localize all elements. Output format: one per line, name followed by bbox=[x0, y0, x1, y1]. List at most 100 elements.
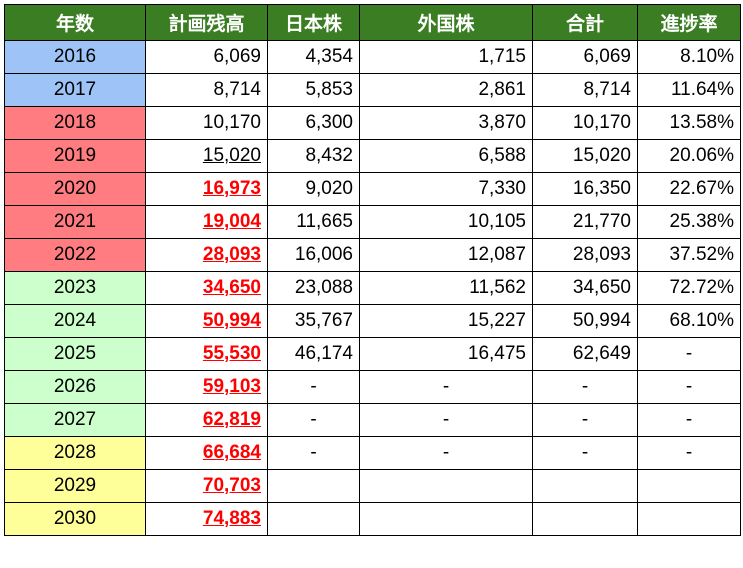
progress-cell: 25.38% bbox=[637, 205, 741, 239]
header-japan-stocks: 日本株 bbox=[267, 4, 360, 41]
total-cell: 6,069 bbox=[532, 40, 638, 74]
foreign-stocks-cell: 6,588 bbox=[359, 139, 533, 173]
progress-cell bbox=[637, 469, 741, 503]
japan-stocks-cell: 5,853 bbox=[267, 73, 360, 107]
japan-stocks-cell: - bbox=[267, 436, 360, 470]
total-cell bbox=[532, 469, 638, 503]
table-row: 2025 55,530 46,174 16,475 62,649- bbox=[4, 337, 741, 371]
japan-stocks-cell: 9,020 bbox=[267, 172, 360, 206]
progress-cell: - bbox=[637, 370, 741, 404]
table-row: 2030 74,883 bbox=[4, 502, 741, 536]
foreign-stocks-cell: - bbox=[359, 436, 533, 470]
table-row: 2018 10,170 6,300 3,870 10,170 13.58% bbox=[4, 106, 741, 140]
plan-balance-cell: 74,883 bbox=[145, 502, 268, 536]
plan-balance-cell: 55,530 bbox=[145, 337, 268, 371]
table-row: 2020 16,973 9,020 7,330 16,350 22.67% bbox=[4, 172, 741, 206]
table-row: 2022 28,093 16,006 12,087 28,093 37.52% bbox=[4, 238, 741, 272]
header-year: 年数 bbox=[4, 4, 146, 41]
plan-balance-cell: 8,714 bbox=[145, 73, 268, 107]
table-row: 2023 34,650 23,088 11,562 34,650 72.72% bbox=[4, 271, 741, 305]
total-cell: 50,994 bbox=[532, 304, 638, 338]
foreign-stocks-cell: 10,105 bbox=[359, 205, 533, 239]
year-cell: 2030 bbox=[4, 502, 146, 536]
table-row: 2026 59,103- - - - bbox=[4, 370, 741, 404]
japan-stocks-cell: - bbox=[267, 370, 360, 404]
table-row: 2024 50,994 35,767 15,227 50,994 68.10% bbox=[4, 304, 741, 338]
plan-balance-cell: 50,994 bbox=[145, 304, 268, 338]
japan-stocks-cell bbox=[267, 469, 360, 503]
total-cell: - bbox=[532, 436, 638, 470]
progress-cell: 13.58% bbox=[637, 106, 741, 140]
progress-cell: - bbox=[637, 436, 741, 470]
foreign-stocks-cell: 1,715 bbox=[359, 40, 533, 74]
total-cell: 8,714 bbox=[532, 73, 638, 107]
plan-balance-cell: 59,103 bbox=[145, 370, 268, 404]
foreign-stocks-cell: 3,870 bbox=[359, 106, 533, 140]
year-cell: 2016 bbox=[4, 40, 146, 74]
plan-balance-cell: 66,684 bbox=[145, 436, 268, 470]
plan-balance-cell: 34,650 bbox=[145, 271, 268, 305]
asset-table: 年数 計画残高 日本株 外国株 合計 進捗率 2016 6,069 4,354 1,7… bbox=[4, 4, 741, 536]
year-cell: 2029 bbox=[4, 469, 146, 503]
japan-stocks-cell: 8,432 bbox=[267, 139, 360, 173]
year-cell: 2017 bbox=[4, 73, 146, 107]
plan-balance-cell: 10,170 bbox=[145, 106, 268, 140]
progress-cell: - bbox=[637, 337, 741, 371]
foreign-stocks-cell: - bbox=[359, 403, 533, 437]
year-cell: 2019 bbox=[4, 139, 146, 173]
table-row: 2016 6,069 4,354 1,715 6,069 8.10% bbox=[4, 40, 741, 74]
japan-stocks-cell: 6,300 bbox=[267, 106, 360, 140]
progress-cell: 22.67% bbox=[637, 172, 741, 206]
year-cell: 2024 bbox=[4, 304, 146, 338]
progress-cell: 72.72% bbox=[637, 271, 741, 305]
progress-cell: 37.52% bbox=[637, 238, 741, 272]
total-cell: - bbox=[532, 370, 638, 404]
year-cell: 2023 bbox=[4, 271, 146, 305]
year-cell: 2026 bbox=[4, 370, 146, 404]
progress-cell: - bbox=[637, 403, 741, 437]
plan-balance-cell: 70,703 bbox=[145, 469, 268, 503]
header-foreign-stocks: 外国株 bbox=[359, 4, 533, 41]
plan-balance-cell: 6,069 bbox=[145, 40, 268, 74]
year-cell: 2021 bbox=[4, 205, 146, 239]
foreign-stocks-cell bbox=[359, 469, 533, 503]
plan-balance-cell: 62,819 bbox=[145, 403, 268, 437]
plan-balance-cell: 19,004 bbox=[145, 205, 268, 239]
progress-cell: 20.06% bbox=[637, 139, 741, 173]
year-cell: 2020 bbox=[4, 172, 146, 206]
total-cell: 10,170 bbox=[532, 106, 638, 140]
header-row: 年数 計画残高 日本株 外国株 合計 進捗率 bbox=[4, 4, 741, 41]
table-row: 2029 70,703 bbox=[4, 469, 741, 503]
table-row: 2021 19,004 11,665 10,105 21,770 25.38% bbox=[4, 205, 741, 239]
table-row: 2028 66,684- - - - bbox=[4, 436, 741, 470]
japan-stocks-cell bbox=[267, 502, 360, 536]
progress-cell: 8.10% bbox=[637, 40, 741, 74]
foreign-stocks-cell: 11,562 bbox=[359, 271, 533, 305]
total-cell: 62,649 bbox=[532, 337, 638, 371]
progress-cell: 11.64% bbox=[637, 73, 741, 107]
progress-cell: 68.10% bbox=[637, 304, 741, 338]
japan-stocks-cell: 16,006 bbox=[267, 238, 360, 272]
progress-cell bbox=[637, 502, 741, 536]
year-cell: 2025 bbox=[4, 337, 146, 371]
foreign-stocks-cell: 16,475 bbox=[359, 337, 533, 371]
header-plan-balance: 計画残高 bbox=[145, 4, 268, 41]
japan-stocks-cell: 4,354 bbox=[267, 40, 360, 74]
total-cell: 15,020 bbox=[532, 139, 638, 173]
table-row: 2019 15,020 8,432 6,588 15,020 20.06% bbox=[4, 139, 741, 173]
header-progress: 進捗率 bbox=[637, 4, 741, 41]
year-cell: 2028 bbox=[4, 436, 146, 470]
total-cell: 28,093 bbox=[532, 238, 638, 272]
total-cell: 34,650 bbox=[532, 271, 638, 305]
japan-stocks-cell: 11,665 bbox=[267, 205, 360, 239]
total-cell: 16,350 bbox=[532, 172, 638, 206]
foreign-stocks-cell bbox=[359, 502, 533, 536]
plan-balance-cell: 28,093 bbox=[145, 238, 268, 272]
foreign-stocks-cell: 2,861 bbox=[359, 73, 533, 107]
table-row: 2017 8,714 5,853 2,861 8,714 11.64% bbox=[4, 73, 741, 107]
year-cell: 2022 bbox=[4, 238, 146, 272]
total-cell bbox=[532, 502, 638, 536]
japan-stocks-cell: 23,088 bbox=[267, 271, 360, 305]
foreign-stocks-cell: 12,087 bbox=[359, 238, 533, 272]
header-total: 合計 bbox=[532, 4, 638, 41]
